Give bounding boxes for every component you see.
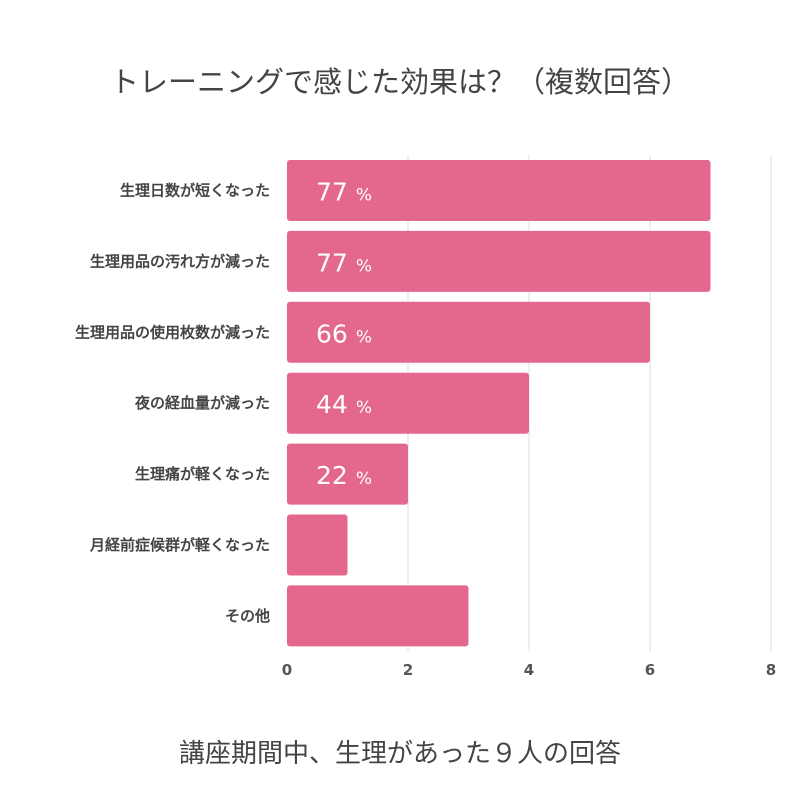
- category-label: 生理日数が短くなった: [120, 182, 270, 200]
- bar: [287, 230, 711, 292]
- category-label: 生理痛が軽くなった: [135, 465, 270, 483]
- x-tick-label: 2: [403, 661, 413, 679]
- data-label-value: 22: [316, 461, 348, 490]
- x-axis-ticks: 0 2 4 6 8: [282, 661, 776, 679]
- data-label-value: 77: [316, 248, 348, 277]
- bar: [287, 514, 348, 576]
- data-label-value: 66: [316, 319, 348, 348]
- data-label: 44%: [316, 390, 372, 419]
- x-tick-label: 8: [766, 661, 776, 679]
- category-labels: 生理日数が短くなった生理用品の汚れ方が減った生理用品の使用枚数が減った夜の経血量…: [75, 182, 270, 625]
- category-label: 生理用品の汚れ方が減った: [90, 252, 270, 270]
- chart-title: トレーニングで感じた効果は？（複数回答）: [110, 65, 690, 99]
- category-label: 生理用品の使用枚数が減った: [75, 323, 270, 341]
- data-labels: 77 %77 %66 %44 %22%: [316, 178, 372, 491]
- bar: [287, 301, 650, 363]
- data-label: 77%: [316, 248, 372, 277]
- x-tick-label: 4: [524, 661, 534, 679]
- data-label-value: 44: [316, 390, 348, 419]
- bar: [287, 372, 529, 434]
- category-label: その他: [225, 607, 270, 625]
- x-tick-label: 6: [645, 661, 655, 679]
- data-label: 77%: [316, 178, 372, 207]
- bars: [287, 160, 711, 647]
- data-label-unit: %: [356, 469, 372, 489]
- bar: [287, 160, 711, 221]
- data-label: 66%: [316, 319, 372, 348]
- bar: [287, 585, 469, 647]
- data-label-value: 77: [316, 178, 348, 207]
- data-label-unit: %: [356, 186, 372, 206]
- data-label-unit: %: [356, 398, 372, 418]
- category-label: 夜の経血量が減った: [134, 394, 270, 412]
- chart-caption: 講座期間中、生理があった９人の回答: [179, 739, 621, 769]
- data-label: 22%: [316, 461, 372, 490]
- bar: [287, 443, 408, 505]
- data-label-unit: %: [356, 256, 372, 276]
- x-tick-label: 0: [282, 661, 292, 679]
- category-label: 月経前症候群が軽くなった: [89, 536, 270, 554]
- data-label-unit: %: [356, 327, 372, 347]
